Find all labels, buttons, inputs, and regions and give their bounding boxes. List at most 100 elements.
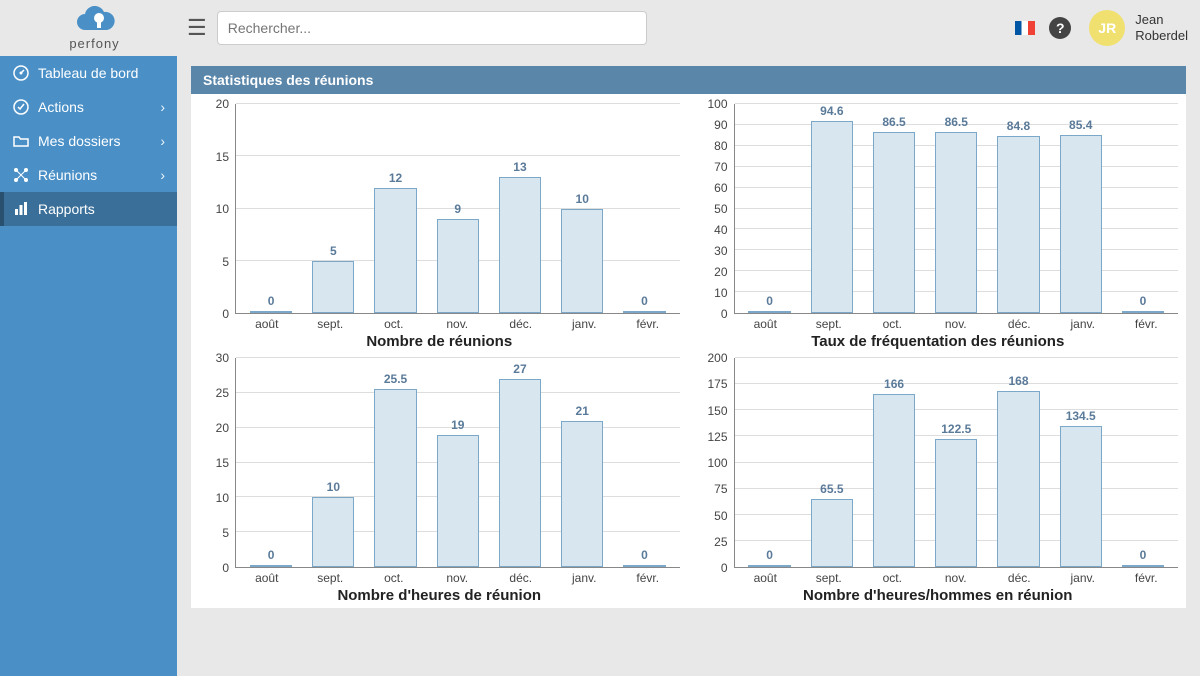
x-tick: sept. (797, 314, 861, 331)
sidebar-item-rapports[interactable]: Rapports (0, 192, 177, 226)
gauge-icon (12, 65, 30, 81)
topbar: perfony ☰ ? JR Jean Roberdel (0, 0, 1200, 56)
charts-grid: 051015200512913100aoûtsept.oct.nov.déc.j… (191, 94, 1186, 608)
bar-rect (437, 219, 479, 313)
logo[interactable]: perfony (12, 6, 177, 51)
bar-value-label: 9 (454, 202, 461, 216)
x-tick: janv. (1051, 314, 1115, 331)
bar-rect (935, 439, 977, 567)
plot-area: 01025.51927210 (235, 358, 680, 568)
user-last-name: Roberdel (1135, 28, 1188, 44)
sidebar-item-label: Actions (38, 99, 84, 115)
chart-0: 051015200512913100aoûtsept.oct.nov.déc.j… (199, 104, 680, 350)
bars-icon (12, 201, 30, 217)
x-tick: déc. (489, 314, 553, 331)
bar-value-label: 94.6 (820, 104, 843, 118)
bar: 84.8 (987, 104, 1049, 313)
bar: 122.5 (925, 358, 987, 567)
bar-value-label: 0 (1140, 548, 1147, 562)
x-tick: oct. (861, 568, 925, 585)
plot-area: 0512913100 (235, 104, 680, 314)
bar-rect (811, 499, 853, 567)
search-field[interactable] (228, 20, 636, 36)
sidebar-item-mes-dossiers[interactable]: Mes dossiers› (0, 124, 177, 158)
sidebar-item-r-unions[interactable]: Réunions› (0, 158, 177, 192)
bar: 86.5 (925, 104, 987, 313)
bar-value-label: 85.4 (1069, 118, 1092, 132)
menu-toggle-icon[interactable]: ☰ (187, 15, 207, 41)
bar: 65.5 (801, 358, 863, 567)
bar: 86.5 (863, 104, 925, 313)
chart-2: 05101520253001025.51927210aoûtsept.oct.n… (199, 358, 680, 604)
bar-value-label: 21 (576, 404, 589, 418)
bar: 0 (739, 104, 801, 313)
chart-title: Nombre d'heures de réunion (199, 587, 680, 604)
username[interactable]: Jean Roberdel (1135, 12, 1188, 43)
x-axis: aoûtsept.oct.nov.déc.janv.févr. (235, 568, 680, 585)
bar-rect (873, 394, 915, 567)
bar: 9 (427, 104, 489, 313)
bar-rect (250, 311, 292, 313)
bar-rect (374, 389, 416, 567)
chart-title: Taux de fréquentation des réunions (698, 333, 1179, 350)
bar-value-label: 10 (576, 192, 589, 206)
bar-rect (1122, 565, 1164, 567)
user-first-name: Jean (1135, 12, 1188, 28)
bar: 21 (551, 358, 613, 567)
x-tick: févr. (616, 314, 680, 331)
bar-value-label: 25.5 (384, 372, 407, 386)
x-tick: oct. (362, 314, 426, 331)
x-axis: aoûtsept.oct.nov.déc.janv.févr. (235, 314, 680, 331)
help-icon[interactable]: ? (1049, 17, 1071, 39)
bar-rect (1060, 426, 1102, 567)
bar-rect (499, 177, 541, 313)
bar-value-label: 86.5 (945, 115, 968, 129)
bar-rect (623, 565, 665, 567)
bar: 27 (489, 358, 551, 567)
bar-rect (1122, 311, 1164, 313)
bar-rect (374, 188, 416, 313)
x-tick: févr. (616, 568, 680, 585)
bar: 0 (613, 104, 675, 313)
x-tick: nov. (924, 314, 988, 331)
chart-title: Nombre de réunions (199, 333, 680, 350)
x-tick: févr. (1115, 314, 1179, 331)
sidebar-item-label: Mes dossiers (38, 133, 120, 149)
bar: 25.5 (364, 358, 426, 567)
bar: 10 (551, 104, 613, 313)
bar-value-label: 168 (1008, 374, 1028, 388)
x-tick: janv. (553, 314, 617, 331)
sidebar-item-tableau-de-bord[interactable]: Tableau de bord (0, 56, 177, 90)
x-axis: aoûtsept.oct.nov.déc.janv.févr. (734, 314, 1179, 331)
sidebar: Tableau de bordActions›Mes dossiers›Réun… (0, 56, 177, 676)
x-axis: aoûtsept.oct.nov.déc.janv.févr. (734, 568, 1179, 585)
bar-rect (250, 565, 292, 567)
bar-rect (811, 121, 853, 313)
avatar[interactable]: JR (1089, 10, 1125, 46)
flag-fr-icon[interactable] (1015, 21, 1035, 35)
sidebar-item-label: Rapports (38, 201, 95, 217)
bar-rect (312, 497, 354, 567)
bar: 0 (240, 104, 302, 313)
bar: 85.4 (1050, 104, 1112, 313)
bar: 19 (427, 358, 489, 567)
bar-value-label: 0 (766, 294, 773, 308)
bar: 0 (1112, 104, 1174, 313)
y-axis: 0255075100125150175200 (698, 358, 734, 568)
chevron-right-icon: › (160, 167, 165, 183)
bar-rect (1060, 135, 1102, 313)
chart-title: Nombre d'heures/hommes en réunion (698, 587, 1179, 604)
bar: 0 (1112, 358, 1174, 567)
sidebar-item-label: Tableau de bord (38, 65, 138, 81)
x-tick: août (734, 568, 798, 585)
bar-value-label: 12 (389, 171, 402, 185)
bar: 0 (613, 358, 675, 567)
x-tick: janv. (1051, 568, 1115, 585)
x-tick: déc. (489, 568, 553, 585)
bar: 0 (240, 358, 302, 567)
search-input[interactable] (217, 11, 647, 45)
sidebar-item-actions[interactable]: Actions› (0, 90, 177, 124)
bar: 5 (302, 104, 364, 313)
check-icon (12, 99, 30, 115)
bar-rect (748, 311, 790, 313)
